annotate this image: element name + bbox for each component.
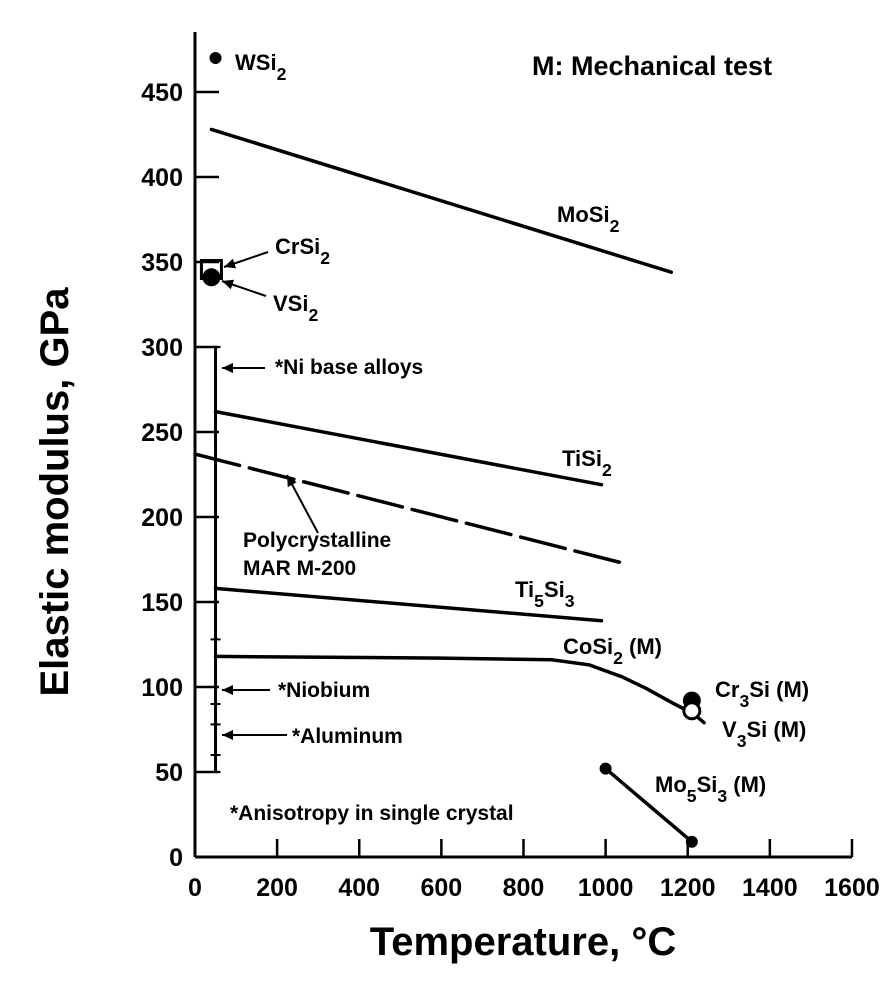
x-tick-label: 200: [256, 874, 298, 902]
y-tick-label: 100: [141, 674, 183, 702]
y-tick-label: 300: [141, 334, 183, 362]
series-line-2: [193, 452, 624, 565]
range-bars: [210, 346, 221, 773]
label-mosi2: MoSi2: [557, 202, 620, 236]
point-marker-4: [682, 701, 702, 721]
chart-labels: WSi2 MoSi2 CrSi2 VSi2 TiSi2 Ti5Si3 CoSi2 (M) Cr…: [221, 50, 809, 806]
label-ni-base-alloys: *Ni base alloys: [275, 356, 423, 379]
x-axis-title: Temperature, °C: [370, 920, 676, 964]
x-tick-label: 0: [188, 874, 202, 902]
label-mar-m200-line2: MAR M-200: [243, 557, 356, 580]
x-tick-label: 1200: [660, 874, 716, 902]
point-marker-6: [685, 835, 698, 848]
y-tick-label: 400: [141, 164, 183, 192]
arrow-niobium-head: [222, 685, 233, 695]
series-line-3: [213, 586, 604, 623]
point-marker-0: [209, 52, 222, 64]
label-ti5si3: Ti5Si3: [515, 577, 575, 611]
y-tick-label: 350: [141, 249, 183, 277]
data-points: [199, 52, 702, 848]
label-mar-m200-line1: Polycrystalline: [243, 529, 391, 552]
header-note: M: Mechanical test: [532, 51, 772, 81]
series-line-0: [209, 127, 674, 274]
y-axis-title: Elastic modulus, GPa: [33, 287, 77, 697]
y-tick-label: 0: [169, 844, 183, 872]
y-tick-label: 150: [141, 589, 183, 617]
point-marker-5: [599, 762, 612, 775]
label-vsi2: VSi2: [273, 291, 318, 325]
y-tick-label: 50: [155, 759, 183, 787]
arrow-crsi2-head: [224, 258, 236, 269]
label-aluminum: *Aluminum: [292, 725, 403, 748]
y-tick-label: 200: [141, 504, 183, 532]
y-tick-label: 250: [141, 419, 183, 447]
arrow-mar-m200-head: [287, 475, 297, 488]
y-tick-label: 450: [141, 79, 183, 107]
series-line-5: [603, 766, 694, 844]
label-mo5si3: Mo5Si3 (M): [655, 772, 766, 806]
label-wsi2: WSi2: [235, 50, 287, 84]
x-tick-label: 1600: [824, 874, 880, 902]
x-tick-label: 1400: [742, 874, 798, 902]
series-line-1: [213, 409, 604, 487]
x-tick-label: 800: [503, 874, 545, 902]
label-crsi2: CrSi2: [275, 234, 330, 268]
x-tick-label: 1000: [578, 874, 634, 902]
arrow-vsi2-head: [222, 279, 234, 290]
arrow-aluminum-head: [222, 730, 233, 740]
label-v3si: V3Si (M): [722, 717, 806, 751]
x-tick-label: 600: [421, 874, 463, 902]
label-cosi2: CoSi2 (M): [563, 634, 662, 668]
label-cr3si: Cr3Si (M): [715, 677, 809, 711]
arrow-ni-base-alloys-head: [222, 363, 233, 373]
label-tisi2: TiSi2: [562, 446, 612, 480]
axes: 0 50 100 150 200 250 300 350 400 450 0 200 400 600 800…: [141, 32, 880, 902]
x-tick-label: 400: [338, 874, 380, 902]
label-niobium: *Niobium: [278, 679, 370, 702]
point-marker-2: [202, 268, 221, 287]
anisotropy-note: *Anisotropy in single crystal: [230, 802, 514, 825]
